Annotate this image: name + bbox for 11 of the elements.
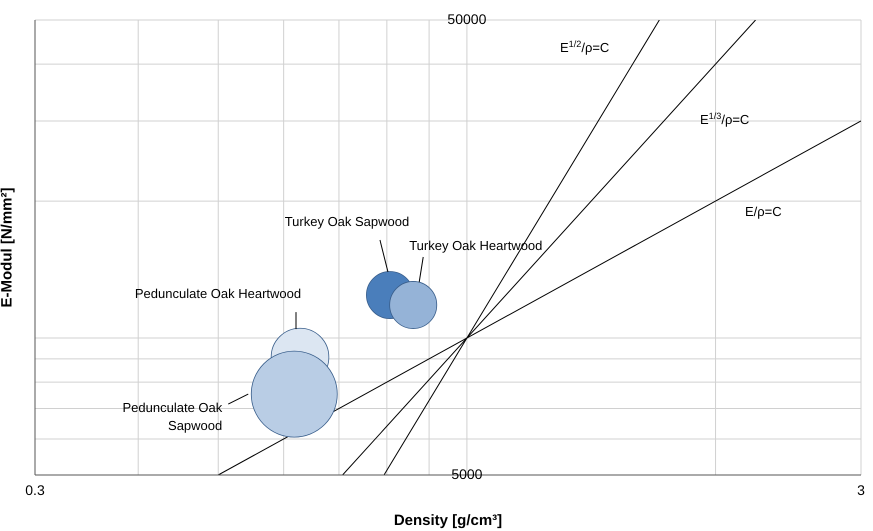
x-tick-label: 0.3 bbox=[25, 482, 45, 498]
text: Pedunculate Oak Sapwood bbox=[122, 400, 223, 434]
annotation: E$^{1/3}$/ρ=C bbox=[700, 111, 750, 127]
text: Pedunculate Oak Heartwood bbox=[134, 286, 302, 302]
x-tick-label: 3 bbox=[857, 482, 866, 498]
y-axis-title: E-Modul [N/mm²] bbox=[0, 188, 16, 308]
y-tick-label: 50000 bbox=[447, 11, 487, 27]
x-axis-title: Density [g/cm³] bbox=[394, 512, 502, 529]
text: Turkey Oak Sapwood bbox=[284, 214, 410, 230]
annotation: E/ρ=C bbox=[745, 204, 782, 219]
annotation: E$^{1/2}$/ρ=C bbox=[560, 39, 610, 55]
